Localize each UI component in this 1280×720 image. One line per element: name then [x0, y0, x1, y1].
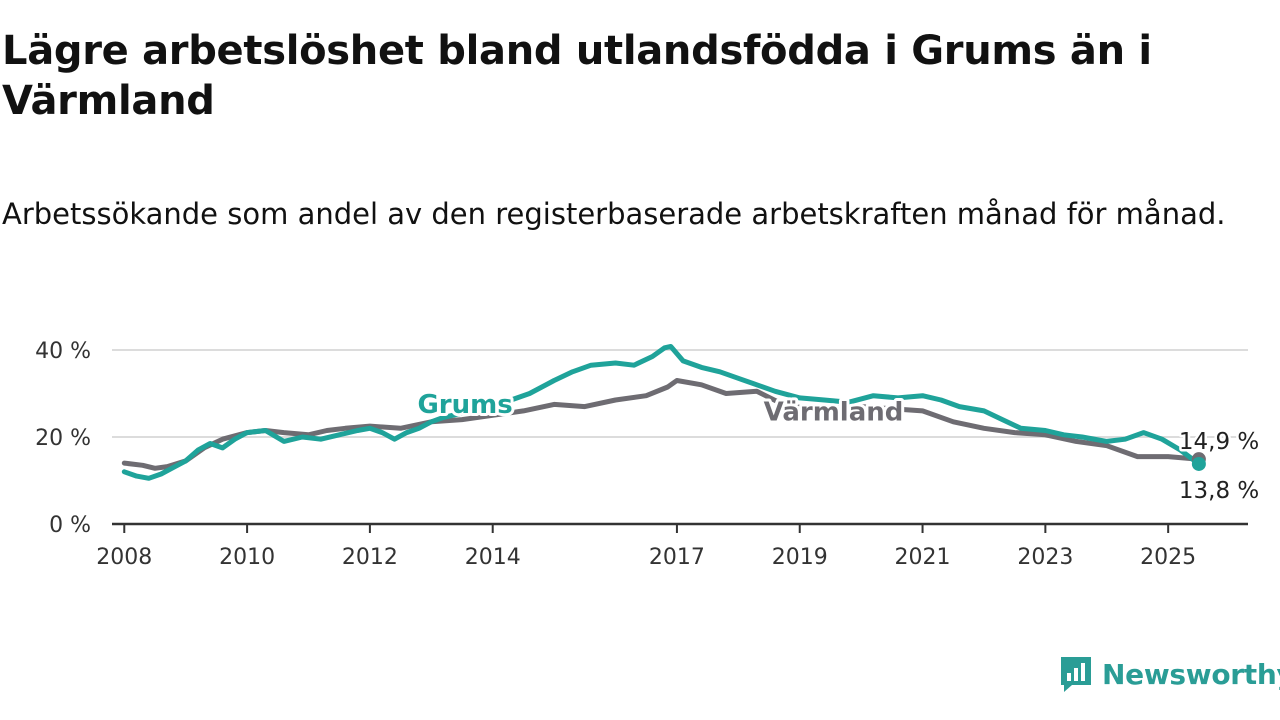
chart-labels: Grums Värmland 14,9 % 13,8 %: [414, 387, 1261, 506]
x-tick-label: 2012: [342, 545, 398, 570]
chart-title: Lägre arbetslöshet bland utlandsfödda i …: [2, 28, 1152, 124]
end-value-label: 14,9 %: [1179, 429, 1259, 455]
x-tick-label: 2008: [96, 545, 152, 570]
y-tick-label: 0 %: [49, 513, 91, 538]
newsworthy-logo-icon: [1061, 657, 1091, 692]
end-point-marker: [1191, 456, 1206, 471]
chart-subtitle: Arbetssökande som andel av den registerb…: [2, 197, 1226, 231]
x-tick-label: 2010: [219, 545, 275, 570]
brand-name: Newsworthy: [1102, 657, 1280, 691]
series-lines: [121, 344, 1206, 481]
series-line-vrmland: [121, 378, 1202, 471]
y-tick-label: 20 %: [35, 426, 91, 451]
x-tick-label: 2017: [649, 545, 705, 570]
x-axis: 2008 2010 2012 2014 2017 2019 2021 2023 2025: [96, 522, 1248, 570]
x-tick-label: 2023: [1017, 545, 1073, 570]
y-tick-label: 40 %: [35, 339, 91, 364]
x-tick-label: 2019: [772, 545, 828, 570]
end-value-label: 13,8 %: [1179, 478, 1259, 504]
x-tick-label: 2025: [1140, 545, 1196, 570]
series-label-grums: Grums: [417, 390, 512, 420]
brand-logo: Newsworthy: [1058, 652, 1280, 696]
x-tick-label: 2021: [895, 545, 951, 570]
x-tick-label: 2014: [465, 545, 521, 570]
series-line-grums: [121, 344, 1202, 481]
series-label-vrmland: Värmland: [764, 397, 904, 427]
